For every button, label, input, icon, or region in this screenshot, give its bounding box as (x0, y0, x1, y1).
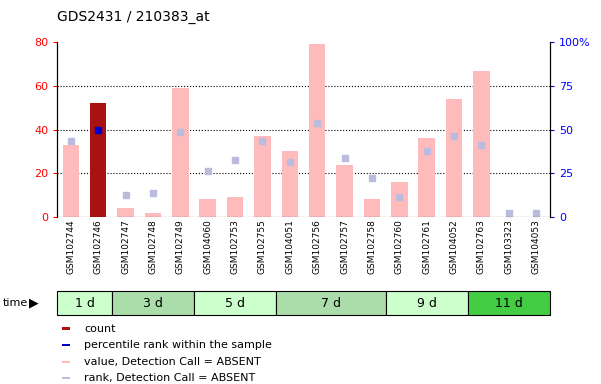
Text: 11 d: 11 d (495, 297, 523, 310)
Bar (112, 291, 194, 316)
Bar (282, 151, 298, 217)
Bar (63, 145, 79, 217)
Bar (337, 164, 353, 217)
Bar (276, 291, 386, 316)
Bar (468, 291, 550, 316)
Text: ▶: ▶ (29, 297, 38, 310)
Text: GSM104053: GSM104053 (532, 219, 541, 274)
Text: rank, Detection Call = ABSENT: rank, Detection Call = ABSENT (84, 373, 255, 383)
Bar (309, 45, 325, 217)
Text: GSM102756: GSM102756 (313, 219, 322, 274)
Text: 9 d: 9 d (416, 297, 437, 310)
Bar (194, 291, 276, 316)
Bar (418, 138, 435, 217)
Bar (364, 200, 380, 217)
Text: GSM104052: GSM104052 (450, 219, 459, 274)
Bar (446, 99, 462, 217)
Text: GSM102746: GSM102746 (94, 219, 103, 274)
Text: GSM102748: GSM102748 (148, 219, 157, 274)
Text: GSM102758: GSM102758 (367, 219, 376, 274)
Bar (62, 328, 70, 330)
Bar (227, 197, 243, 217)
Text: 3 d: 3 d (143, 297, 163, 310)
Text: GSM102749: GSM102749 (176, 219, 185, 274)
Text: GSM102760: GSM102760 (395, 219, 404, 274)
Bar (386, 291, 468, 316)
Bar (391, 182, 407, 217)
Bar (145, 213, 161, 217)
Text: GSM102744: GSM102744 (66, 219, 75, 274)
Text: GSM102761: GSM102761 (423, 219, 431, 274)
Text: 7 d: 7 d (321, 297, 341, 310)
Bar (200, 200, 216, 217)
Bar (62, 361, 70, 363)
Text: count: count (84, 324, 116, 334)
Text: GSM104060: GSM104060 (203, 219, 212, 274)
Text: GSM102747: GSM102747 (121, 219, 130, 274)
Text: GSM103323: GSM103323 (504, 219, 513, 274)
Text: GSM102757: GSM102757 (340, 219, 349, 274)
Text: GDS2431 / 210383_at: GDS2431 / 210383_at (57, 10, 210, 23)
Text: GSM102763: GSM102763 (477, 219, 486, 274)
Text: value, Detection Call = ABSENT: value, Detection Call = ABSENT (84, 357, 261, 367)
Text: GSM102753: GSM102753 (231, 219, 240, 274)
Bar (90, 103, 106, 217)
Text: GSM104051: GSM104051 (285, 219, 294, 274)
Text: 1 d: 1 d (75, 297, 94, 310)
Text: 5 d: 5 d (225, 297, 245, 310)
Bar (117, 208, 134, 217)
Bar (62, 344, 70, 346)
Bar (57, 291, 112, 316)
Bar (62, 377, 70, 379)
Text: percentile rank within the sample: percentile rank within the sample (84, 340, 272, 350)
Bar (473, 71, 490, 217)
Bar (254, 136, 270, 217)
Text: time: time (3, 298, 28, 308)
Text: GSM102755: GSM102755 (258, 219, 267, 274)
Bar (172, 88, 189, 217)
